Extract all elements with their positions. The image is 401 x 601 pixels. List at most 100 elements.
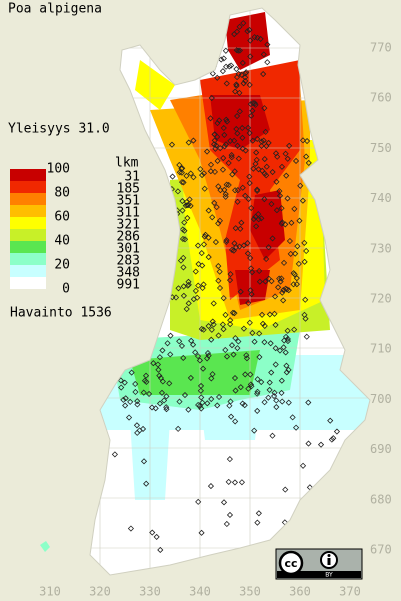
observation-marker (263, 163, 270, 170)
observation-marker (273, 178, 280, 185)
northing-label: 700 (370, 392, 392, 406)
legend-count: 991 (117, 278, 140, 293)
observation-marker (280, 297, 287, 304)
observation-marker (240, 80, 247, 87)
observations: Havainto 1536 (10, 306, 112, 321)
observation-marker (176, 161, 183, 169)
observation-marker (226, 402, 233, 409)
observation-marker (288, 219, 295, 226)
observation-marker (140, 389, 147, 396)
observation-marker (262, 278, 269, 285)
observation-marker (282, 349, 289, 356)
observation-marker (299, 197, 306, 204)
observation-marker (172, 294, 180, 301)
legend-scale-label: 60 (54, 210, 70, 225)
observation-marker (291, 271, 298, 278)
observation-marker (264, 41, 271, 48)
observation-marker (278, 377, 285, 384)
legend-count: 311 (117, 206, 140, 221)
frequency: Yleisyys 31.0 (8, 122, 110, 137)
observation-marker (225, 181, 232, 189)
observation-marker (163, 404, 170, 411)
observation-marker (327, 417, 334, 424)
observation-marker (282, 221, 289, 228)
observation-marker (225, 159, 232, 167)
legend-count: 185 (117, 182, 140, 197)
observation-marker (153, 533, 160, 540)
observation-marker (276, 275, 283, 282)
observation-marker (261, 105, 268, 112)
observation-marker (234, 142, 241, 149)
observation-marker (238, 71, 245, 78)
observation-marker (282, 486, 289, 493)
observation-marker (224, 118, 231, 125)
observation-marker (214, 402, 221, 409)
observation-marker (246, 173, 253, 180)
observation-marker (279, 398, 286, 405)
observation-marker (178, 342, 186, 349)
northing-label: 730 (370, 241, 392, 255)
observation-marker (214, 120, 221, 127)
observation-marker (271, 392, 278, 400)
observation-marker (200, 241, 208, 248)
observation-marker (183, 172, 190, 179)
observation-marker (231, 310, 238, 317)
observation-marker (207, 168, 214, 175)
observation-marker (235, 47, 242, 54)
observation-marker (303, 247, 310, 255)
observation-marker (163, 393, 170, 400)
observation-marker (199, 284, 206, 292)
observation-marker (223, 116, 230, 123)
observation-marker (239, 184, 246, 191)
observation-marker (218, 56, 225, 63)
observation-marker (255, 216, 262, 223)
observation-marker (213, 204, 220, 211)
observation-marker (231, 374, 239, 382)
observation-marker (223, 181, 230, 188)
observation-marker (263, 255, 270, 263)
observation-marker (228, 154, 235, 161)
observation-marker (285, 366, 292, 373)
observation-marker (253, 149, 260, 156)
observation-marker (139, 425, 147, 433)
title: Poa alpigena (8, 2, 102, 17)
observation-marker (198, 172, 206, 179)
observation-marker (230, 351, 237, 358)
observation-marker (232, 225, 239, 232)
observation-marker (256, 353, 263, 361)
observation-marker (245, 124, 252, 131)
northing-label: 770 (370, 41, 392, 55)
observation-marker (240, 242, 247, 249)
observation-marker (216, 217, 223, 224)
observation-marker (244, 240, 251, 247)
observation-marker (215, 393, 223, 401)
observation-marker (216, 284, 224, 292)
observation-marker (275, 284, 282, 291)
easting-label: 350 (239, 585, 261, 599)
observation-marker (187, 202, 194, 209)
northing-label: 740 (370, 191, 392, 205)
observation-marker (212, 145, 219, 152)
observation-marker (317, 441, 325, 448)
observation-marker (231, 479, 239, 486)
observation-marker (305, 159, 312, 166)
observation-marker (183, 199, 190, 206)
observation-marker (228, 342, 236, 349)
observation-marker (201, 233, 208, 240)
legend-scale-label: 80 (54, 186, 70, 201)
observation-marker (278, 275, 285, 282)
observation-marker (208, 336, 215, 343)
observation-marker (254, 407, 261, 414)
observation-marker (228, 62, 235, 69)
legend-count: 301 (117, 242, 140, 257)
observation-marker (179, 197, 186, 205)
observation-marker (178, 179, 186, 186)
observation-marker (176, 169, 183, 176)
legend-count: 321 (117, 218, 140, 233)
observation-marker (256, 278, 263, 285)
observation-marker (202, 231, 209, 238)
observation-marker (305, 440, 312, 447)
legend-scale-label: 100 (47, 162, 70, 177)
observation-marker (198, 394, 205, 401)
